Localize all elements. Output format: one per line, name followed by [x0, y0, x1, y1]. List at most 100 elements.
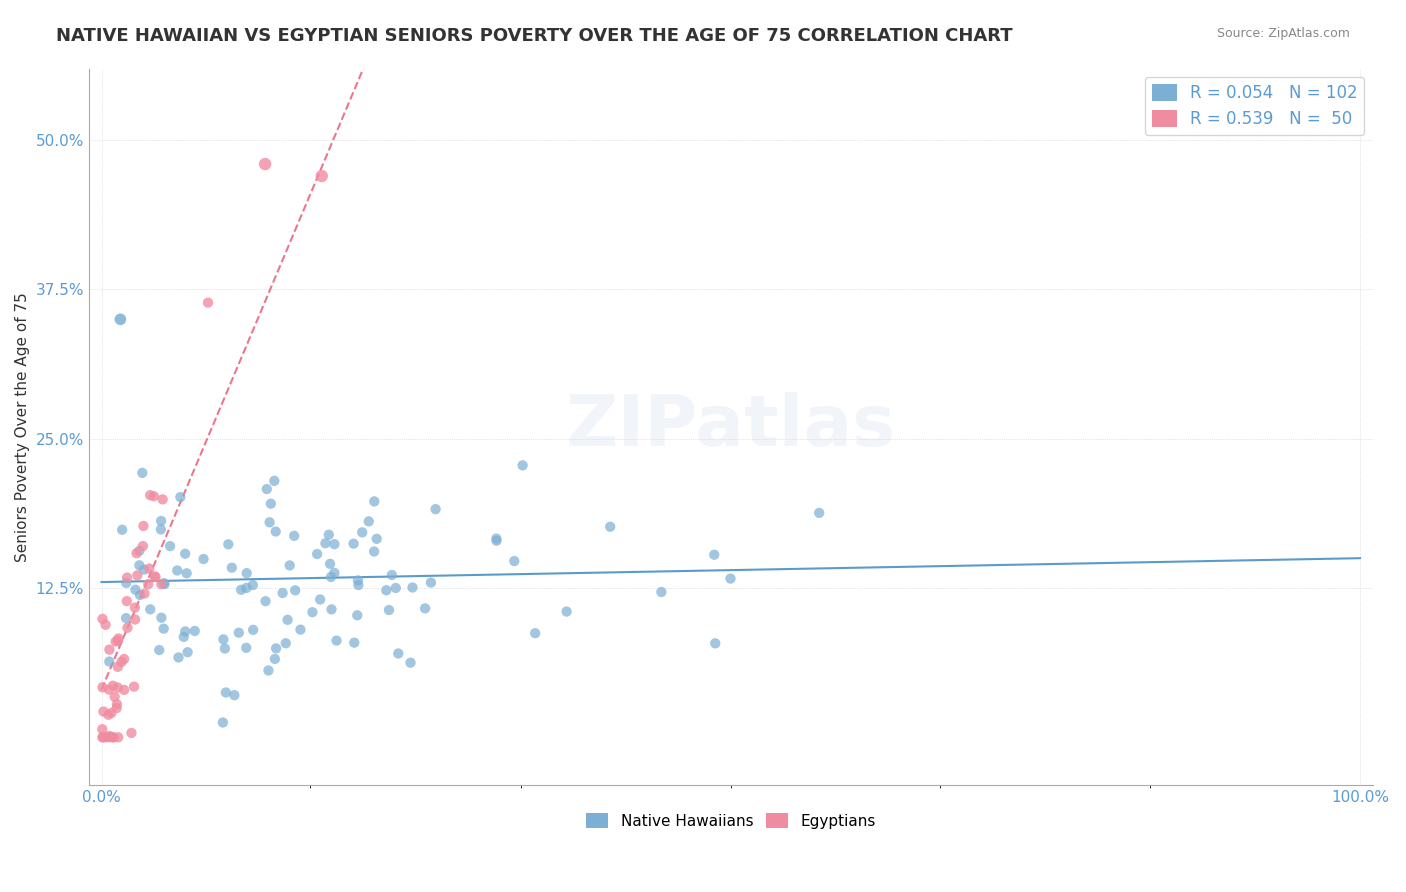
Point — [136, 577, 159, 591]
Point — [256, 482, 278, 496]
Point — [524, 626, 547, 640]
Point — [263, 652, 285, 666]
Point — [235, 581, 257, 595]
Point — [242, 578, 264, 592]
Point — [132, 519, 155, 533]
Point — [152, 492, 174, 507]
Point — [98, 729, 121, 743]
Point — [101, 731, 124, 745]
Point — [381, 568, 404, 582]
Point — [212, 715, 235, 730]
Point — [387, 647, 409, 661]
Text: Source: ZipAtlas.com: Source: ZipAtlas.com — [1216, 27, 1350, 40]
Point — [512, 458, 534, 473]
Point — [107, 633, 129, 648]
Point — [343, 635, 366, 649]
Point — [254, 594, 277, 608]
Point — [257, 664, 280, 678]
Point — [148, 643, 170, 657]
Point — [301, 605, 323, 619]
Point — [120, 726, 142, 740]
Point — [311, 169, 333, 183]
Point — [357, 514, 380, 528]
Point — [176, 566, 198, 581]
Point — [720, 572, 742, 586]
Text: ZIPatlas: ZIPatlas — [565, 392, 896, 461]
Point — [214, 641, 236, 656]
Point — [145, 570, 167, 584]
Point — [138, 561, 160, 575]
Point — [153, 577, 176, 591]
Point — [347, 578, 370, 592]
Point — [107, 660, 129, 674]
Point — [124, 582, 146, 597]
Point — [221, 560, 243, 574]
Point — [127, 568, 149, 582]
Point — [485, 532, 508, 546]
Point — [124, 612, 146, 626]
Point — [231, 582, 253, 597]
Point — [325, 633, 347, 648]
Point — [366, 532, 388, 546]
Point — [215, 685, 238, 699]
Point — [91, 612, 114, 626]
Point — [105, 701, 128, 715]
Point — [274, 636, 297, 650]
Point — [115, 576, 138, 591]
Point — [378, 603, 401, 617]
Point — [91, 722, 114, 736]
Point — [107, 681, 129, 695]
Point — [314, 536, 336, 550]
Point — [104, 634, 127, 648]
Point — [166, 564, 188, 578]
Point — [132, 539, 155, 553]
Point — [319, 570, 342, 584]
Point — [159, 539, 181, 553]
Point — [235, 566, 257, 581]
Point — [112, 682, 135, 697]
Point — [153, 576, 176, 591]
Point — [110, 312, 132, 326]
Point — [184, 624, 207, 638]
Point — [224, 688, 246, 702]
Point — [228, 625, 250, 640]
Point — [101, 679, 124, 693]
Point — [363, 494, 385, 508]
Point — [115, 611, 138, 625]
Point — [169, 490, 191, 504]
Point — [93, 705, 115, 719]
Point — [115, 594, 138, 608]
Point — [555, 605, 578, 619]
Point — [132, 563, 155, 577]
Point — [142, 489, 165, 503]
Point — [264, 641, 287, 656]
Point — [111, 523, 134, 537]
Point — [94, 731, 117, 745]
Point — [263, 474, 285, 488]
Point — [174, 547, 197, 561]
Point — [174, 624, 197, 639]
Point — [260, 497, 283, 511]
Point — [100, 706, 122, 720]
Point — [134, 586, 156, 600]
Point — [112, 652, 135, 666]
Point — [98, 655, 121, 669]
Point — [97, 707, 120, 722]
Point — [346, 608, 368, 623]
Point — [103, 731, 125, 745]
Point — [283, 529, 305, 543]
Point — [91, 731, 114, 745]
Point — [485, 533, 508, 548]
Point — [173, 630, 195, 644]
Point — [277, 613, 299, 627]
Point — [307, 547, 329, 561]
Point — [425, 502, 447, 516]
Y-axis label: Seniors Poverty Over the Age of 75: Seniors Poverty Over the Age of 75 — [15, 292, 30, 562]
Point — [124, 600, 146, 615]
Point — [152, 622, 174, 636]
Point — [321, 602, 343, 616]
Point — [264, 524, 287, 539]
Point — [217, 537, 239, 551]
Point — [309, 592, 332, 607]
Point — [704, 636, 727, 650]
